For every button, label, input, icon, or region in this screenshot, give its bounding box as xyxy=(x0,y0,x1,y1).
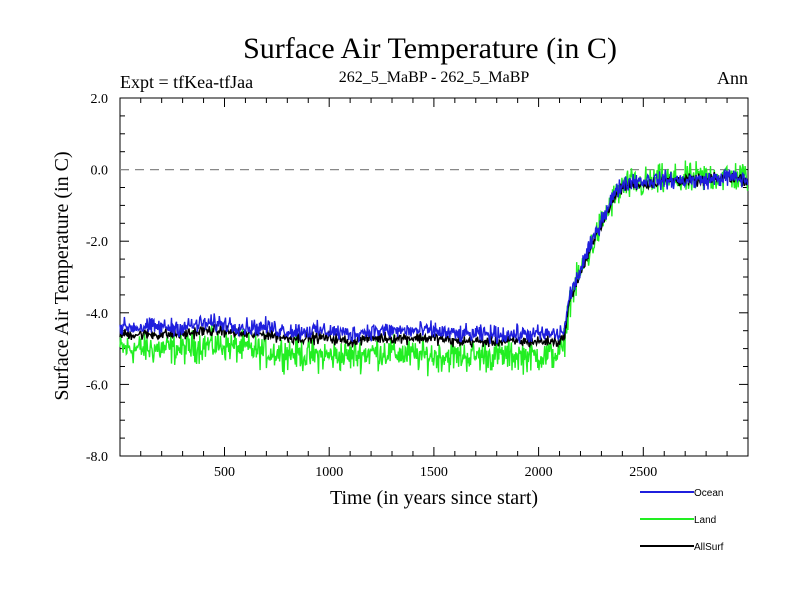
series-lines xyxy=(119,160,749,377)
axis-ticks xyxy=(120,97,748,457)
y-tick-label: -4.0 xyxy=(86,307,108,322)
x-tick-label: 1500 xyxy=(420,465,448,480)
y-tick-label: 2.0 xyxy=(91,92,109,107)
y-tick-label: -8.0 xyxy=(86,450,108,465)
x-tick-label: 500 xyxy=(214,465,235,480)
legend-label-ocean: Ocean xyxy=(694,488,723,499)
legend-label-land: Land xyxy=(694,515,716,526)
chart-subtitle-right: Ann xyxy=(717,68,748,88)
chart-subtitle-center: 262_5_MaBP - 262_5_MaBP xyxy=(339,69,530,86)
series-line-ocean xyxy=(119,167,749,344)
x-axis-label: Time (in years since start) xyxy=(330,487,538,509)
y-tick-label: 0.0 xyxy=(91,164,109,179)
chart-subtitle-left: Expt = tfKea-tfJaa xyxy=(120,72,253,92)
x-tick-label: 2500 xyxy=(629,465,657,480)
y-tick-label: -6.0 xyxy=(86,378,108,393)
legend: Ocean Land AllSurf xyxy=(640,488,724,553)
x-tick-label: 1000 xyxy=(315,465,343,480)
axis-tick-labels: 500 1000 1500 2000 2500 2.0 0.0 -2.0 -4.0 -6.0 -8.… xyxy=(86,92,657,480)
x-tick-label: 2000 xyxy=(525,465,553,480)
plot-frame xyxy=(119,97,749,457)
y-axis-label: Surface Air Temperature (in C) xyxy=(51,151,73,400)
y-tick-label: -2.0 xyxy=(86,235,108,250)
chart-title: Surface Air Temperature (in C) xyxy=(243,32,617,65)
legend-label-allsurf: AllSurf xyxy=(694,542,724,553)
series-line-land xyxy=(119,160,749,377)
